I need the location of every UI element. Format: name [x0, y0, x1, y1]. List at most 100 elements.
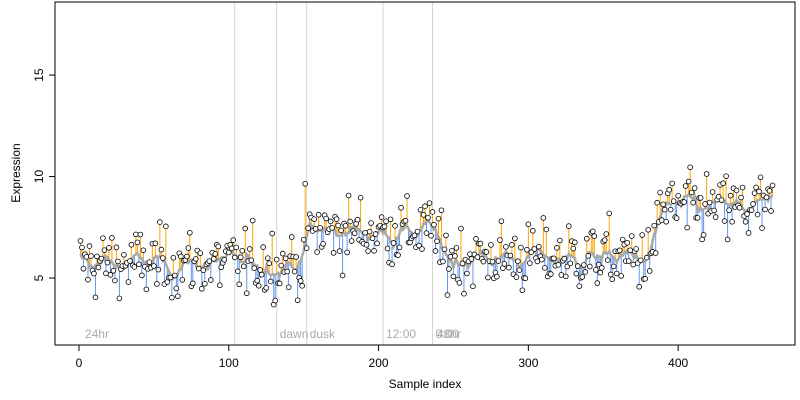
marker-label: dawn [280, 327, 309, 341]
data-point [411, 232, 418, 239]
data-point [85, 276, 91, 283]
data-point [312, 226, 319, 232]
data-point [720, 180, 726, 187]
trend-line [79, 192, 774, 282]
data-point [125, 279, 132, 285]
data-point [258, 271, 265, 278]
data-point [273, 256, 280, 263]
data-point [254, 277, 261, 284]
data-point [420, 212, 427, 218]
data-point [573, 270, 580, 277]
data-point [536, 243, 542, 250]
data-point [317, 224, 323, 231]
data-point [390, 240, 397, 246]
data-point [580, 262, 587, 268]
marker-label: 48hr [437, 327, 461, 341]
data-point [723, 173, 729, 179]
data-point [152, 240, 159, 247]
data-point [651, 222, 657, 229]
data-point [416, 242, 422, 249]
marker-labels: dawn dusk 12:00 0:00 24hr 48hr [85, 327, 461, 341]
data-point [712, 214, 719, 220]
data-point [155, 266, 162, 273]
data-point [699, 236, 705, 243]
data-point [381, 223, 388, 230]
data-point [527, 260, 533, 266]
data-point [221, 256, 228, 263]
data-point [368, 220, 374, 226]
data-point [173, 285, 180, 292]
data-point [687, 164, 693, 171]
data-point [682, 183, 689, 189]
data-point [187, 229, 193, 236]
data-point [646, 268, 653, 274]
data-point [378, 214, 385, 220]
data-point [663, 218, 669, 225]
marker-lines [234, 2, 433, 345]
data-point [667, 206, 674, 213]
data-point [414, 228, 421, 235]
data-point [606, 210, 613, 217]
data-point [539, 256, 545, 263]
data-point [127, 258, 133, 264]
data-point [766, 188, 773, 194]
data-point [586, 263, 593, 270]
data-point [619, 236, 626, 243]
x-tick-label: 400 [668, 356, 688, 370]
data-point [669, 180, 675, 187]
data-point [652, 250, 659, 256]
data-point [107, 272, 114, 278]
data-point [288, 234, 295, 240]
data-point [570, 245, 577, 252]
data-point [643, 254, 650, 261]
data-point [754, 211, 761, 218]
data-point [557, 237, 563, 244]
data-point [675, 193, 681, 199]
marker-label: 24hr [85, 327, 109, 341]
data-point [494, 273, 500, 280]
data-point [613, 270, 620, 277]
data-point [519, 287, 526, 294]
data-point [134, 239, 141, 246]
marker-label: 0:00 [435, 327, 459, 341]
data-point [294, 297, 301, 304]
data-point [112, 277, 118, 284]
data-point [345, 192, 352, 199]
data-point [157, 219, 163, 225]
data-point [175, 293, 181, 300]
data-point [163, 223, 169, 230]
data-point [344, 249, 350, 256]
data-point [206, 258, 213, 264]
data-point [729, 218, 735, 225]
data-point [302, 180, 308, 187]
data-point [601, 237, 608, 243]
data-point [362, 229, 368, 236]
data-point [190, 280, 196, 287]
plot-frame [54, 1, 796, 346]
x-tick-label: 300 [518, 356, 538, 370]
data-point [339, 272, 346, 279]
data-point [79, 244, 85, 251]
data-point [540, 215, 547, 221]
data-point [673, 215, 680, 221]
y-tick-label: 15 [32, 68, 46, 82]
data-point [474, 254, 481, 260]
data-point [100, 235, 106, 241]
data-point [551, 255, 557, 262]
data-point [685, 178, 692, 185]
data-point [582, 269, 589, 275]
x-axis: 0 100 200 300 400 [76, 344, 688, 370]
data-point [249, 217, 256, 224]
data-point [554, 245, 560, 251]
data-point [255, 282, 262, 289]
data-point [756, 188, 762, 195]
data-point [467, 251, 473, 257]
data-point [736, 204, 743, 211]
data-point [320, 240, 326, 247]
data-point [225, 249, 232, 256]
data-point [109, 235, 115, 241]
data-point [369, 235, 376, 242]
data-point [583, 235, 590, 242]
data-point [579, 274, 586, 280]
data-point [473, 236, 479, 242]
